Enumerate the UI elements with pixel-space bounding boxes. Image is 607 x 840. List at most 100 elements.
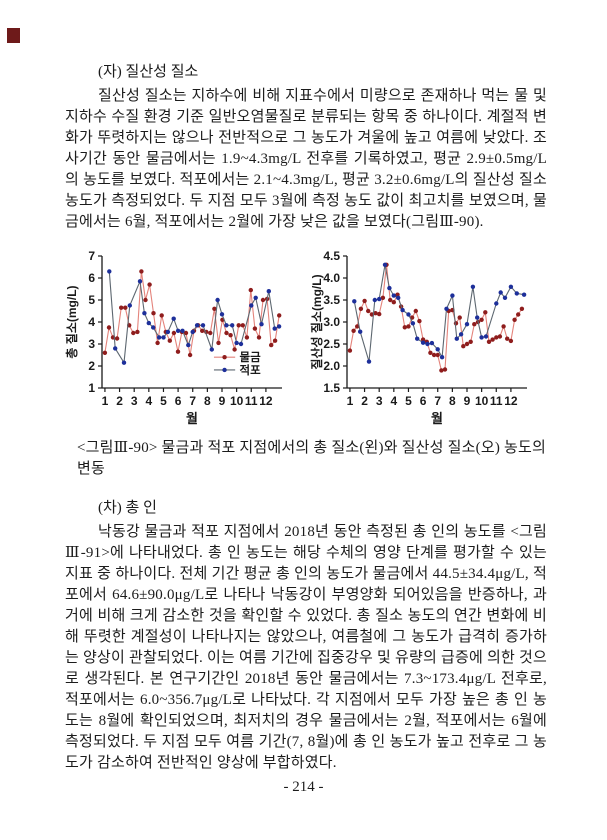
data-point — [208, 330, 213, 336]
data-point — [514, 291, 519, 296]
data-point — [461, 344, 466, 349]
data-point — [358, 306, 364, 311]
y-axis-label: 질산성 질소(mg/L) — [310, 274, 324, 369]
data-point — [240, 323, 245, 328]
x-tick-label: 9 — [219, 394, 226, 408]
y-tick-label: 5 — [88, 293, 95, 307]
data-point — [464, 341, 470, 347]
data-point — [391, 293, 396, 298]
data-point — [219, 312, 225, 317]
y-tick-label: 3 — [88, 337, 95, 351]
data-point — [156, 335, 162, 340]
y-tick-label: 4.5 — [323, 249, 340, 263]
data-point — [413, 308, 418, 314]
x-tick-label: 7 — [189, 394, 196, 408]
section-heading-nitrate: (자) 질산성 질소 — [98, 64, 199, 80]
data-point — [494, 335, 499, 340]
data-point — [151, 325, 156, 330]
data-point — [347, 348, 353, 353]
data-point — [119, 305, 124, 310]
data-point — [200, 328, 205, 333]
data-point — [400, 307, 405, 313]
data-point — [269, 342, 274, 348]
data-point — [428, 350, 433, 355]
section-heading-phosphorus: (차) 총 인 — [98, 500, 157, 516]
data-point — [391, 300, 396, 305]
data-point — [435, 347, 440, 352]
data-point — [429, 340, 435, 346]
y-axis-label: 총 질소(mg/L) — [65, 285, 79, 358]
section-paragraph-nitrate: 질산성 질소는 지하수에 비해 지표수에서 미량으로 존재하나 먹는 물 및 지… — [65, 88, 547, 230]
data-point — [171, 330, 177, 336]
data-point — [159, 313, 164, 318]
data-point — [161, 335, 166, 340]
data-point — [248, 287, 253, 293]
y-tick-label: 4 — [88, 315, 95, 329]
data-point — [127, 303, 132, 308]
data-point — [358, 329, 363, 334]
data-point — [238, 341, 244, 347]
data-point — [439, 368, 444, 373]
x-tick-label: 1 — [102, 394, 109, 408]
data-point — [483, 310, 488, 315]
data-point — [472, 322, 477, 327]
data-point — [106, 325, 112, 330]
data-point — [387, 285, 392, 291]
data-point — [468, 339, 473, 344]
x-tick-label: 8 — [449, 394, 456, 408]
data-point — [209, 347, 214, 352]
data-point — [410, 321, 416, 326]
data-point — [230, 323, 235, 328]
data-point — [232, 347, 237, 352]
data-point — [373, 311, 378, 316]
data-point — [486, 339, 492, 344]
data-point — [479, 317, 484, 322]
x-tick-label: 10 — [475, 394, 489, 408]
data-point — [102, 350, 108, 355]
page-corner-marker — [7, 28, 20, 43]
data-point — [135, 329, 140, 335]
data-point — [457, 315, 462, 320]
data-point — [137, 279, 143, 284]
data-point — [276, 324, 282, 329]
data-point — [142, 311, 147, 316]
x-tick-label: 5 — [160, 394, 167, 408]
data-point — [377, 296, 382, 302]
data-point — [114, 336, 120, 341]
figure-caption: <그림Ⅲ-90> 물금과 적포 지점에서의 총 질소(왼)와 질산성 질소(오)… — [77, 440, 546, 477]
y-tick-label: 3.5 — [323, 293, 340, 307]
data-point — [406, 312, 411, 317]
data-point — [377, 311, 382, 317]
data-point — [498, 290, 503, 295]
data-point — [355, 324, 360, 329]
data-point — [352, 299, 357, 304]
data-point — [151, 311, 156, 316]
y-tick-label: 2 — [88, 359, 95, 373]
y-tick-label: 7 — [88, 249, 95, 263]
y-tick-label: 6 — [88, 271, 95, 285]
data-point — [212, 306, 217, 311]
x-tick-label: 8 — [204, 394, 211, 408]
x-tick-label: 5 — [405, 394, 412, 408]
y-tick-label: 3.0 — [323, 315, 340, 329]
data-point — [415, 336, 420, 341]
y-tick-label: 2.5 — [323, 337, 340, 351]
series-line — [104, 271, 280, 356]
x-tick-label: 1 — [347, 394, 354, 408]
data-point — [171, 316, 176, 321]
x-tick-label: 6 — [175, 394, 182, 408]
x-tick-label: 11 — [490, 394, 503, 408]
data-point — [165, 329, 171, 335]
data-point — [272, 338, 278, 343]
data-point — [439, 355, 445, 360]
data-point — [252, 326, 258, 331]
x-tick-label: 10 — [230, 394, 244, 408]
x-tick-label: 11 — [245, 394, 258, 408]
legend-label: 적포 — [240, 363, 262, 377]
data-point — [402, 325, 407, 330]
data-point — [175, 328, 181, 333]
x-tick-label: 3 — [376, 394, 383, 408]
data-point — [425, 341, 430, 347]
data-point — [155, 340, 160, 346]
